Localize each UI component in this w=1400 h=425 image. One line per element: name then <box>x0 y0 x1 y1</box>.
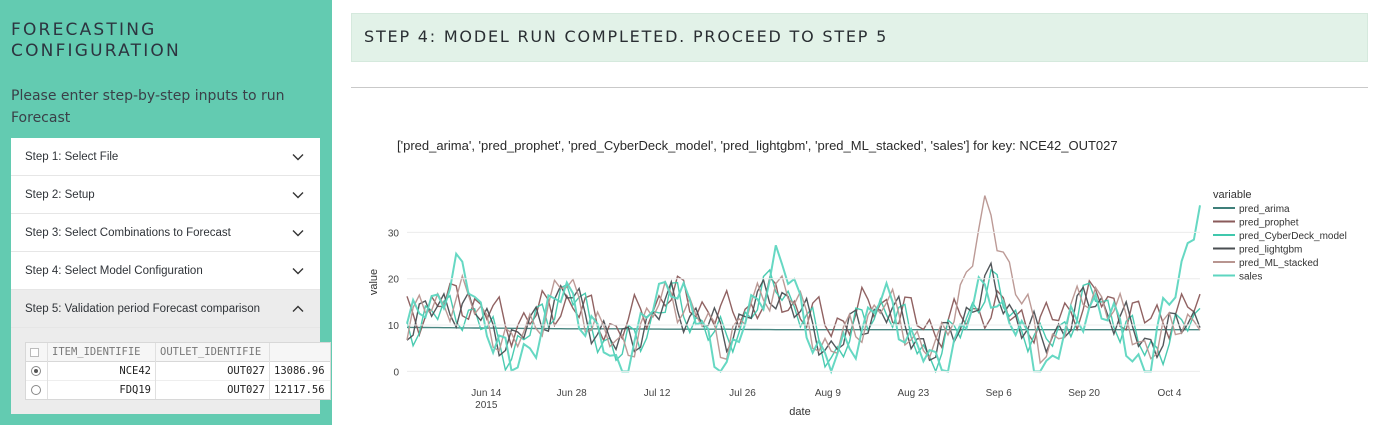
table-row[interactable]: NCE42 OUT027 13086.96 <box>26 362 330 381</box>
radio-icon[interactable] <box>31 385 41 395</box>
step-label: Step 2: Setup <box>25 188 95 201</box>
grid-header: ITEM_IDENTIFIE OUTLET_IDENTIFIE <box>26 343 330 362</box>
sidebar-title: FORECASTING CONFIGURATION <box>11 20 311 62</box>
column-header[interactable]: ITEM_IDENTIFIE <box>48 343 156 362</box>
series-line-sales[interactable] <box>406 205 1201 375</box>
x-tick-label: Jul 26 <box>729 388 756 399</box>
step-label: Step 5: Validation period Forecast compa… <box>25 302 261 315</box>
y-tick-label: 30 <box>388 228 400 239</box>
step-4-header[interactable]: Step 4: Select Model Configuration <box>11 252 320 290</box>
sidebar-title-line2: CONFIGURATION <box>11 41 181 61</box>
y-tick-label: 20 <box>388 275 400 286</box>
step-1-header[interactable]: Step 1: Select File <box>11 138 320 176</box>
step-label: Step 3: Select Combinations to Forecast <box>25 226 231 239</box>
chart-title: ['pred_arima', 'pred_prophet', 'pred_Cyb… <box>397 138 1118 153</box>
column-header[interactable]: OUTLET_IDENTIFIE <box>156 343 270 362</box>
column-header[interactable] <box>270 343 330 362</box>
chevron-down-icon <box>292 153 304 160</box>
series-line-pred-lightgbm[interactable] <box>406 261 1201 362</box>
legend-item[interactable]: pred_CyberDeck_model <box>1239 231 1347 242</box>
status-banner: STEP 4: MODEL RUN COMPLETED. PROCEED TO … <box>351 13 1368 62</box>
outlet-cell: OUT027 <box>156 381 270 399</box>
x-tick-year: 2015 <box>475 400 498 411</box>
x-axis-label: date <box>789 406 810 418</box>
radio-selected-icon[interactable] <box>31 366 41 376</box>
sidebar-subtitle: Please enter step-by-step inputs to run … <box>11 88 285 126</box>
status-banner-text: STEP 4: MODEL RUN COMPLETED. PROCEED TO … <box>364 27 889 46</box>
x-tick-label: Sep 6 <box>986 388 1013 399</box>
checkbox-icon[interactable] <box>30 348 39 357</box>
value-cell: 13086.96 <box>270 362 330 381</box>
radio-cell[interactable] <box>26 381 48 399</box>
combinations-grid: ITEM_IDENTIFIE OUTLET_IDENTIFIE NCE42 OU… <box>25 342 331 400</box>
value-cell: 12117.56 <box>270 381 330 399</box>
radio-cell[interactable] <box>26 362 48 381</box>
table-row[interactable]: FDQ19 OUT027 12117.56 <box>26 381 330 399</box>
step-label: Step 4: Select Model Configuration <box>25 264 203 277</box>
steps-accordion: Step 1: Select File Step 2: Setup Step 3… <box>11 138 331 414</box>
chevron-down-icon <box>292 229 304 236</box>
step-label: Step 1: Select File <box>25 150 119 163</box>
y-tick-label: 10 <box>388 321 400 332</box>
chevron-down-icon <box>292 267 304 274</box>
outlet-cell: OUT027 <box>156 362 270 381</box>
legend-item[interactable]: pred_prophet <box>1239 218 1299 229</box>
legend-title: variable <box>1213 189 1252 201</box>
plot-area <box>406 195 1201 375</box>
x-tick-label: Jun 28 <box>557 388 587 399</box>
sidebar: FORECASTING CONFIGURATION Please enter s… <box>0 0 332 425</box>
item-cell: FDQ19 <box>48 381 156 399</box>
x-tick-label: Aug 9 <box>815 388 842 399</box>
x-tick-label: Aug 23 <box>897 388 929 399</box>
chevron-down-icon <box>292 191 304 198</box>
legend: variable pred_arima pred_prophet pred_Cybe… <box>1213 189 1347 283</box>
x-tick-label: Oct 4 <box>1158 388 1182 399</box>
legend-item[interactable]: pred_ML_stacked <box>1239 258 1319 269</box>
legend-item[interactable]: pred_lightgbm <box>1239 245 1302 256</box>
divider <box>351 87 1368 88</box>
step-3-header[interactable]: Step 3: Select Combinations to Forecast <box>11 214 320 252</box>
chevron-up-icon <box>292 305 304 312</box>
y-axis-label: value <box>368 269 380 295</box>
x-tick-label: Jul 12 <box>644 388 671 399</box>
item-cell: NCE42 <box>48 362 156 381</box>
x-tick-label: Jun 14 <box>471 388 501 399</box>
step-5-header[interactable]: Step 5: Validation period Forecast compa… <box>11 290 320 328</box>
forecast-chart[interactable]: ['pred_arima', 'pred_prophet', 'pred_Cyb… <box>355 120 1375 420</box>
legend-item[interactable]: sales <box>1239 272 1262 283</box>
step-2-header[interactable]: Step 2: Setup <box>11 176 320 214</box>
step-5-body: ITEM_IDENTIFIE OUTLET_IDENTIFIE NCE42 OU… <box>11 328 331 414</box>
sidebar-title-line1: FORECASTING <box>11 20 157 40</box>
y-tick-label: 0 <box>393 367 399 378</box>
x-tick-label: Sep 20 <box>1068 388 1100 399</box>
select-all-cell <box>26 343 48 362</box>
legend-item[interactable]: pred_arima <box>1239 204 1290 215</box>
